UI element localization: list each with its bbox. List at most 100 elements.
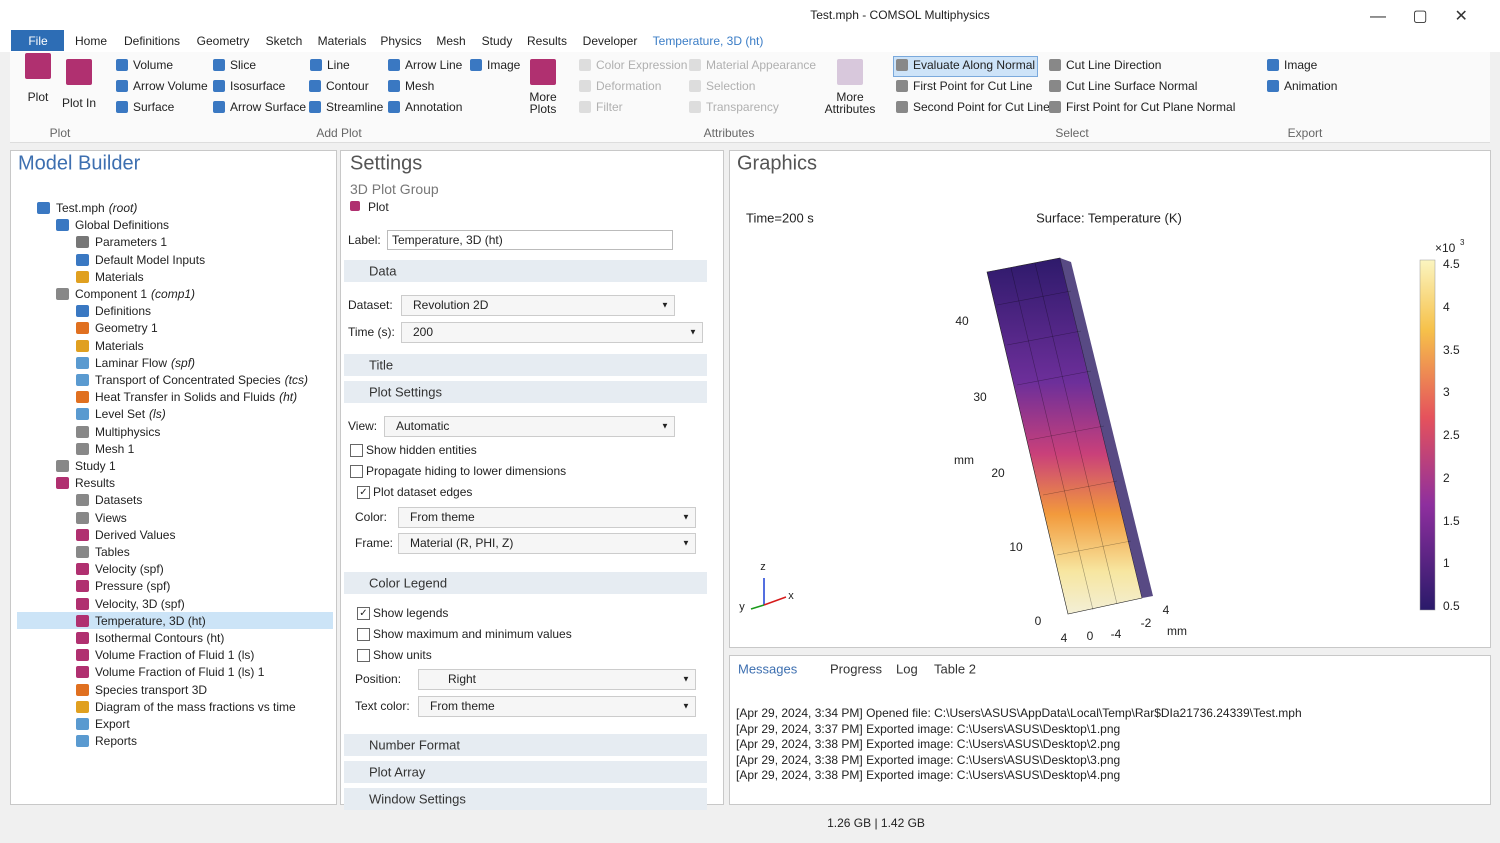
window-controls[interactable]: — ▢ ✕ (1370, 8, 1468, 25)
ribbon-button[interactable]: Arrow Surface (230, 100, 307, 114)
menu-tab[interactable]: Definitions (123, 34, 181, 48)
tree-item[interactable]: Export (75, 716, 130, 732)
tree-item[interactable]: Component 1 (comp1) (55, 286, 195, 302)
section-title[interactable]: Title (369, 357, 394, 373)
tree-item[interactable]: Default Model Inputs (75, 252, 205, 268)
ribbon-button[interactable]: Streamline (326, 100, 384, 114)
tree-item[interactable]: Parameters 1 (75, 234, 167, 250)
tree-item[interactable]: Laminar Flow (spf) (75, 355, 195, 371)
combo-box[interactable] (418, 669, 696, 690)
ribbon-button[interactable]: Cut Line Surface Normal (1066, 79, 1198, 93)
section-header[interactable] (344, 761, 707, 783)
section-header[interactable] (344, 260, 707, 282)
tree-item[interactable]: Study 1 (55, 458, 116, 474)
tree-item[interactable]: Materials (75, 338, 144, 354)
tree-item[interactable]: Temperature, 3D (ht) (75, 613, 206, 629)
ribbon-button[interactable]: Transparency (706, 100, 779, 114)
ribbon-button[interactable]: Arrow Line (405, 58, 463, 72)
section-header[interactable] (344, 354, 707, 376)
ribbon-button[interactable]: Evaluate Along Normal (913, 58, 1036, 72)
tree-item[interactable]: Reports (75, 733, 137, 749)
tree-item[interactable]: Transport of Concentrated Species (tcs) (75, 372, 308, 388)
tree-item[interactable]: Diagram of the mass fractions vs time (75, 699, 296, 715)
section-title[interactable]: Plot Settings (369, 384, 442, 400)
tree-item[interactable]: Volume Fraction of Fluid 1 (ls) (75, 647, 254, 663)
tree-item[interactable]: Materials (75, 269, 144, 285)
combo-box[interactable] (384, 416, 675, 437)
combo-box[interactable] (401, 322, 703, 343)
messages-tab[interactable]: Table 2 (934, 661, 976, 677)
messages-tab[interactable]: Messages (738, 661, 798, 677)
ribbon-button[interactable]: Isosurface (230, 79, 286, 93)
menu-tab[interactable]: File (28, 34, 48, 48)
tree-item[interactable]: Tables (75, 544, 130, 560)
tree-item[interactable]: Views (75, 510, 127, 526)
messages-tab[interactable]: Log (896, 661, 918, 677)
tree-item[interactable]: Global Definitions (55, 217, 169, 233)
ribbon-button[interactable]: Image (1284, 58, 1318, 72)
section-title[interactable]: Color Legend (369, 575, 448, 591)
ribbon-button[interactable]: Second Point for Cut Line (913, 100, 1050, 114)
tree-item[interactable]: Multiphysics (75, 424, 160, 440)
ribbon-button[interactable]: Contour (326, 79, 369, 93)
menu-tab[interactable]: Home (74, 34, 108, 48)
tree-item[interactable]: Derived Values (75, 527, 175, 543)
ribbon-button[interactable]: Volume (133, 58, 174, 72)
ribbon-button[interactable]: Deformation (596, 79, 662, 93)
menu-tab[interactable]: Results (526, 34, 568, 48)
ribbon-button[interactable]: First Point for Cut Plane Normal (1066, 100, 1236, 114)
tree-item[interactable]: Results (55, 475, 115, 491)
section-title[interactable]: Plot Array (369, 764, 426, 780)
checkbox[interactable] (357, 628, 370, 641)
plot-button[interactable]: Plot (368, 200, 389, 214)
tree-item[interactable]: Isothermal Contours (ht) (75, 630, 224, 646)
tree-item[interactable]: Species transport 3D (75, 682, 207, 698)
ribbon-button[interactable]: Filter (596, 100, 623, 114)
tree-item[interactable]: Velocity, 3D (spf) (75, 596, 185, 612)
tree-item[interactable]: Geometry 1 (75, 320, 158, 336)
messages-tab[interactable]: Progress (830, 661, 883, 677)
tree-item[interactable]: Volume Fraction of Fluid 1 (ls) 1 (75, 664, 264, 680)
section-header[interactable] (344, 734, 707, 756)
checkbox[interactable] (350, 465, 363, 478)
menu-tab[interactable]: Sketch (265, 34, 303, 48)
section-title[interactable]: Data (369, 263, 397, 279)
ribbon-button[interactable]: First Point for Cut Line (913, 79, 1033, 93)
ribbon-button[interactable]: Animation (1284, 79, 1338, 93)
combo-box[interactable] (401, 295, 675, 316)
menu-tab[interactable]: Developer (582, 34, 638, 48)
ribbon-button[interactable]: Color Expression (596, 58, 688, 72)
combo-box[interactable] (398, 533, 696, 554)
menu-tab[interactable]: Physics (380, 34, 422, 48)
field-value[interactable]: Temperature, 3D (ht) (392, 233, 503, 247)
section-header[interactable] (344, 572, 707, 594)
ribbon-button[interactable]: Slice (230, 58, 257, 72)
ribbon-button[interactable]: Plot (27, 90, 49, 104)
tree-item[interactable]: Level Set (ls) (75, 406, 166, 422)
combo-box[interactable] (418, 696, 696, 717)
ribbon-button[interactable]: Cut Line Direction (1066, 58, 1162, 72)
checkbox[interactable] (350, 444, 363, 457)
checkbox[interactable]: ✓ (357, 486, 370, 499)
text-input[interactable] (387, 230, 673, 250)
ribbon-button[interactable]: Material Appearance (706, 58, 817, 72)
ribbon-button[interactable]: Mesh (405, 79, 435, 93)
tree-item[interactable]: Heat Transfer in Solids and Fluids (ht) (75, 389, 297, 405)
tree-item[interactable]: Pressure (spf) (75, 578, 170, 594)
ribbon-button[interactable]: Surface (133, 100, 175, 114)
checkbox[interactable]: ✓ (357, 607, 370, 620)
menu-tab[interactable]: Temperature, 3D (ht) (652, 34, 764, 48)
section-title[interactable]: Window Settings (369, 791, 466, 807)
ribbon-button[interactable]: Arrow Volume (133, 79, 208, 93)
menu-tab[interactable]: Mesh (436, 34, 466, 48)
ribbon-button[interactable]: More Plots (529, 90, 557, 116)
section-header[interactable] (344, 381, 707, 403)
ribbon-button[interactable]: Image (487, 58, 521, 72)
checkbox[interactable] (357, 649, 370, 662)
ribbon-button[interactable]: Selection (706, 79, 756, 93)
tree-item[interactable]: Velocity (spf) (75, 561, 164, 577)
combo-box[interactable] (398, 507, 696, 528)
menu-tab[interactable]: Study (481, 34, 513, 48)
tree-item[interactable]: Datasets (75, 492, 142, 508)
tree-item[interactable]: Mesh 1 (75, 441, 134, 457)
